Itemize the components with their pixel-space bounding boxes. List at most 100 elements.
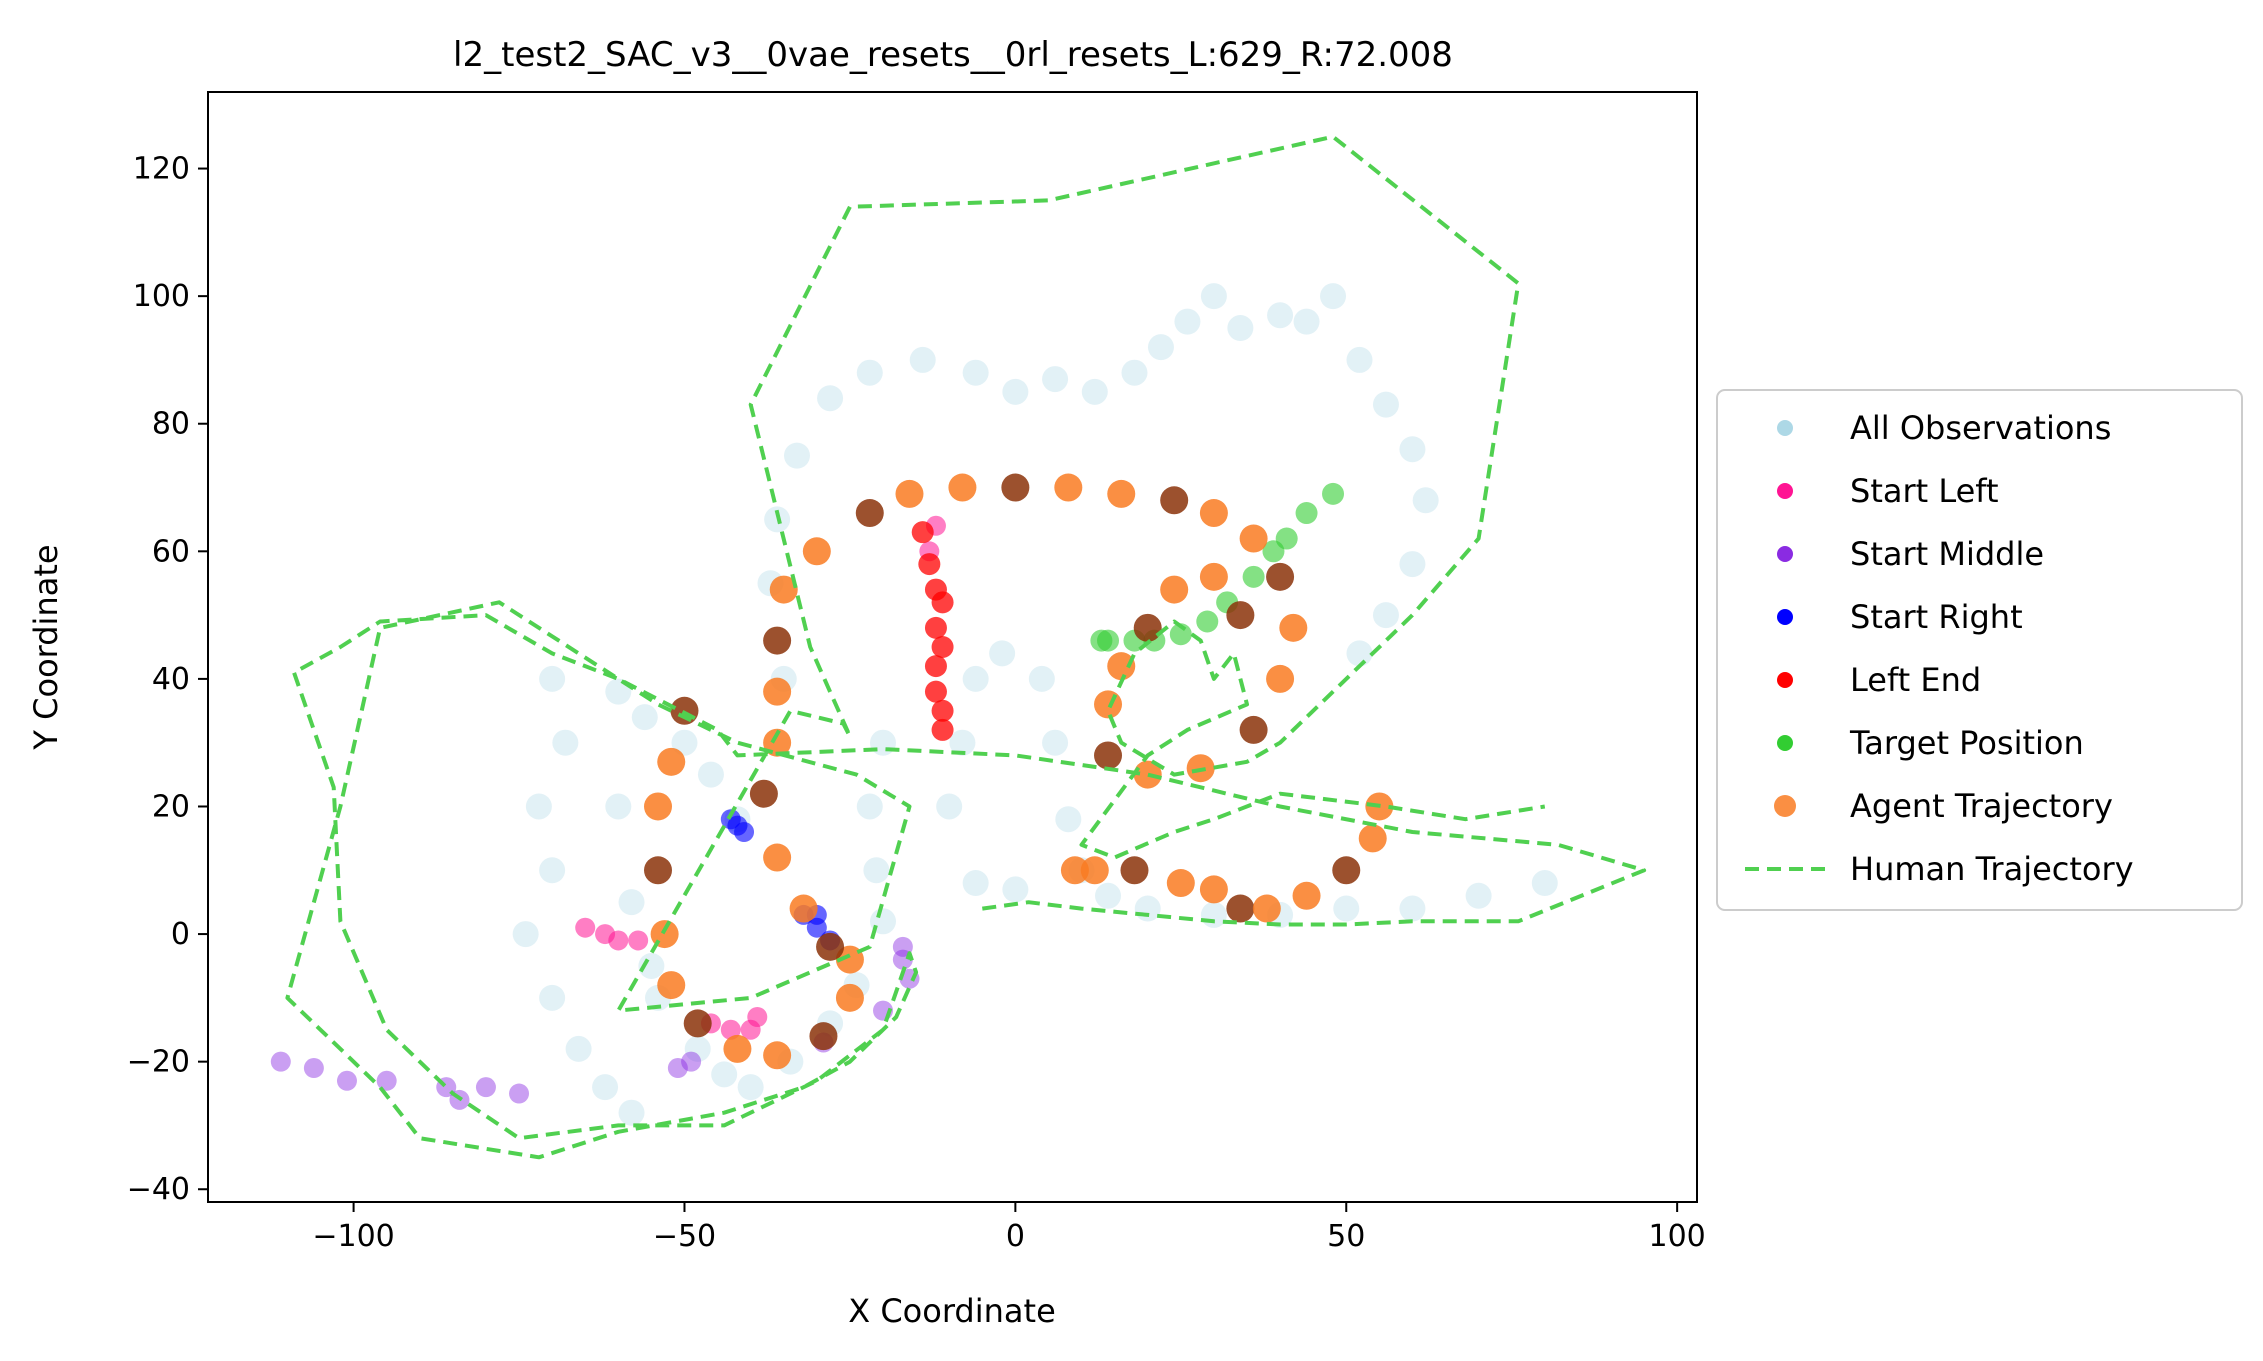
all-observations-point <box>539 984 566 1011</box>
agent-trajectory-point <box>1080 856 1109 885</box>
agent-trajectory-point <box>1001 473 1030 502</box>
left-end-point <box>924 655 947 678</box>
agent-trajectory-point <box>1252 894 1281 923</box>
all-observations-point <box>1267 302 1294 329</box>
x-tick-label: −100 <box>312 1219 394 1254</box>
y-tick-label: 0 <box>171 917 190 952</box>
agent-trajectory-point <box>835 983 864 1012</box>
left-end-point <box>918 553 941 576</box>
all-observations-point <box>1531 870 1558 897</box>
legend-label: Target Position <box>1849 724 2084 762</box>
legend-marker <box>1777 420 1793 436</box>
target-position-point <box>1196 610 1219 633</box>
left-end-point <box>924 616 947 639</box>
target-position-point <box>1090 629 1113 652</box>
agent-trajectory-point <box>1226 601 1255 630</box>
all-observations-point <box>1320 283 1347 310</box>
all-observations-point <box>1042 729 1069 756</box>
all-observations-point <box>1174 308 1201 335</box>
legend-box <box>1716 389 2243 911</box>
agent-trajectory-point <box>789 894 818 923</box>
agent-trajectory-point <box>1133 760 1162 789</box>
agent-trajectory-point <box>1266 664 1295 693</box>
agent-trajectory-point <box>1133 613 1162 642</box>
y-tick-label: 40 <box>152 662 190 697</box>
agent-trajectory-point <box>1160 486 1189 515</box>
all-observations-point <box>737 1074 764 1101</box>
y-tick-label: −20 <box>127 1045 190 1080</box>
legend-marker <box>1777 735 1793 751</box>
start-middle-point <box>376 1070 397 1091</box>
all-observations-point <box>1055 806 1082 833</box>
agent-trajectory-point <box>1060 856 1089 885</box>
agent-trajectory-point <box>763 1041 792 1070</box>
all-observations-point <box>1200 283 1227 310</box>
agent-trajectory-point <box>683 1009 712 1038</box>
agent-trajectory-point <box>1199 875 1228 904</box>
agent-trajectory-point <box>1094 690 1123 719</box>
agent-trajectory-point <box>1166 869 1195 898</box>
left-end-point <box>931 591 954 614</box>
all-observations-point <box>552 729 579 756</box>
legend-label: Left End <box>1850 661 1981 699</box>
all-observations-point <box>525 793 552 820</box>
x-tick-label: 100 <box>1649 1219 1706 1254</box>
legend-label: Human Trajectory <box>1850 850 2134 888</box>
legend-label: All Observations <box>1850 409 2111 447</box>
agent-trajectory-point <box>1199 499 1228 528</box>
x-tick-label: −50 <box>653 1219 716 1254</box>
all-observations-point <box>711 1061 738 1088</box>
all-observations-point <box>638 952 665 979</box>
agent-trajectory-point <box>1120 856 1149 885</box>
legend-label: Start Right <box>1850 598 2023 636</box>
start-middle-point <box>336 1070 357 1091</box>
all-observations-point <box>618 1099 645 1126</box>
agent-trajectory-point <box>1094 741 1123 770</box>
all-observations-point <box>1399 895 1426 922</box>
left-end-point <box>931 718 954 741</box>
agent-trajectory-point <box>948 473 977 502</box>
all-observations-point <box>1147 334 1174 361</box>
agent-trajectory-point <box>723 1034 752 1063</box>
start-right-point <box>806 917 827 938</box>
legend-marker <box>1774 795 1796 817</box>
agent-trajectory-point <box>644 792 673 821</box>
all-observations-point <box>671 729 698 756</box>
all-observations-point <box>1002 378 1029 405</box>
series-target-position <box>1090 482 1345 652</box>
left-end-point <box>931 636 954 658</box>
all-observations-point <box>962 665 989 692</box>
start-left-point <box>720 1019 741 1040</box>
all-observations-point <box>1081 378 1108 405</box>
all-observations-point <box>1028 665 1055 692</box>
legend-marker <box>1777 546 1793 562</box>
series-layer <box>270 134 1647 1160</box>
all-observations-point <box>1399 551 1426 578</box>
agent-trajectory-point <box>1226 894 1255 923</box>
agent-trajectory-point <box>1199 562 1228 591</box>
agent-trajectory-point <box>1358 824 1387 853</box>
left-end-point <box>931 699 954 722</box>
target-position-point <box>1295 502 1318 525</box>
legend-label: Start Middle <box>1850 535 2044 573</box>
all-observations-point <box>1372 391 1399 418</box>
all-observations-point <box>962 359 989 386</box>
agent-trajectory-point <box>657 971 686 1000</box>
left-end-point <box>911 521 934 544</box>
start-left-point <box>628 930 649 951</box>
start-middle-point <box>681 1051 702 1072</box>
plot-area: −100 −50 0 50 100 −40 −20 0 20 40 60 80 100 120 <box>127 91 1706 1254</box>
agent-trajectory-point <box>895 479 924 508</box>
legend-marker <box>1777 672 1793 688</box>
all-observations-point <box>1121 359 1148 386</box>
start-middle-point <box>270 1051 291 1072</box>
y-tick-label: 100 <box>133 279 190 314</box>
agent-trajectory-point <box>1292 881 1321 910</box>
agent-trajectory-point <box>763 626 792 655</box>
all-observations-point <box>863 857 890 884</box>
y-tick-label: 80 <box>152 407 190 442</box>
all-observations-point <box>1333 895 1360 922</box>
x-tick-label: 50 <box>1327 1219 1365 1254</box>
agent-trajectory-point <box>1332 856 1361 885</box>
target-position-point <box>1262 540 1285 563</box>
